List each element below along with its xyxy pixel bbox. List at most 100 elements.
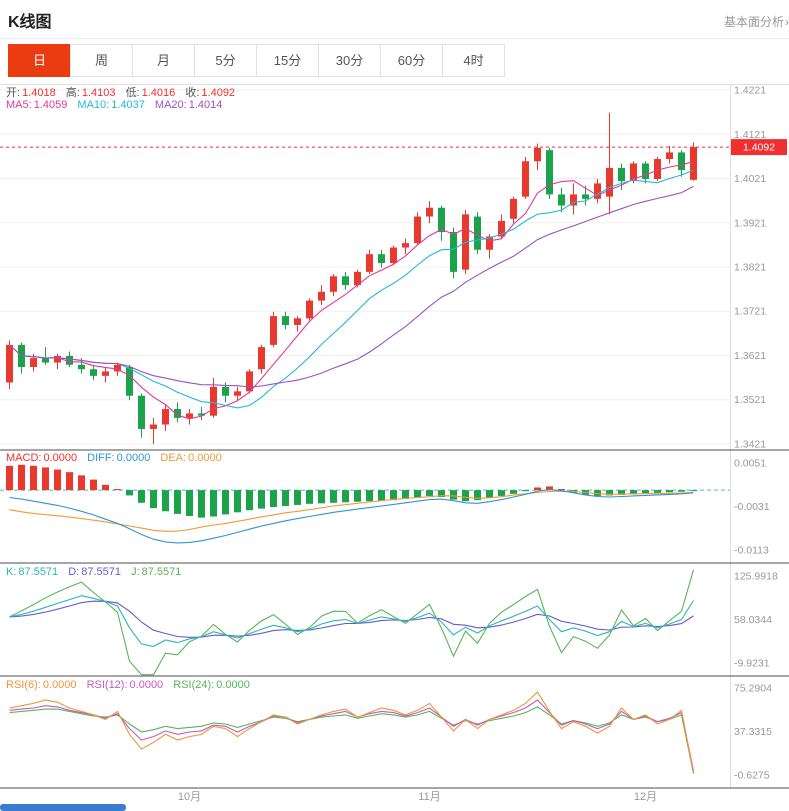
- macd-histogram: [6, 464, 697, 518]
- fundamental-analysis-link[interactable]: 基本面分析›: [724, 13, 789, 30]
- candle-body: [54, 355, 61, 363]
- kline-header: K线图 基本面分析›: [0, 0, 789, 39]
- macd-bar: [246, 490, 253, 511]
- d-line: [9, 600, 694, 638]
- x-axis-month-label: 11月: [418, 791, 440, 803]
- candle-body: [630, 163, 637, 182]
- kline-chart[interactable]: 1.4221 1.4121 1.4021 1.3921 1.3821 1.3721 1.36…: [0, 84, 789, 811]
- tab-30分[interactable]: 30分: [318, 44, 381, 77]
- diff-value: 0.0000: [116, 452, 151, 464]
- low-value: 1.4016: [141, 87, 176, 99]
- candle-body: [234, 391, 241, 396]
- x-axis-month-label: 10月: [178, 791, 201, 803]
- j-line: [9, 569, 695, 676]
- macd-label: MACD:: [6, 452, 42, 464]
- macd-bar: [198, 490, 205, 518]
- tab-15分[interactable]: 15分: [256, 44, 319, 77]
- candle-body: [486, 236, 493, 250]
- current-price-tag: [731, 139, 787, 156]
- dea-value: 0.0000: [188, 452, 222, 464]
- j-label: J:: [131, 566, 140, 578]
- macd-bar: [6, 465, 13, 491]
- dea-label: DEA:: [160, 452, 187, 464]
- kdj-axis-label: 125.9918: [734, 570, 778, 582]
- rsi6-value: 0.0000: [42, 679, 77, 691]
- candle-body: [438, 207, 445, 233]
- candle-body: [666, 152, 673, 160]
- k-value: 87.5571: [18, 566, 59, 578]
- candle-body: [318, 291, 325, 301]
- price-axis-label: 1.3621: [734, 350, 766, 362]
- ma10-label: MA10:: [77, 99, 110, 111]
- macd-bar: [534, 487, 541, 491]
- macd-bar: [546, 486, 553, 491]
- macd-bar: [102, 484, 109, 491]
- candle-body: [78, 364, 85, 370]
- candle-body: [306, 300, 313, 319]
- ma10-line: [9, 169, 694, 409]
- open-value: 1.4018: [22, 87, 56, 99]
- ma5-line: [9, 160, 694, 420]
- candle-body: [102, 371, 109, 376]
- candle-body: [366, 254, 373, 272]
- candle-body: [246, 371, 253, 392]
- horizontal-scrollbar[interactable]: [0, 804, 126, 811]
- page-title: K线图: [8, 14, 52, 31]
- candle-body: [582, 194, 589, 199]
- main-grid: 1.4221 1.4121 1.4021 1.3921 1.3821 1.3721 1.36…: [0, 85, 766, 450]
- candle-body: [450, 232, 457, 272]
- ma5-value: 1.4059: [33, 99, 68, 111]
- candle-body: [606, 167, 613, 197]
- candle-body: [522, 161, 529, 197]
- d-label: D:: [68, 566, 80, 578]
- macd-bar: [474, 490, 481, 501]
- macd-bar: [366, 490, 373, 502]
- candle-body: [354, 271, 361, 286]
- candle-body: [390, 247, 397, 264]
- tab-5分[interactable]: 5分: [194, 44, 257, 77]
- candle-body: [138, 395, 145, 429]
- candle-body: [378, 254, 385, 264]
- macd-bar: [690, 490, 697, 492]
- macd-bar: [414, 490, 421, 498]
- candle-body: [330, 276, 337, 292]
- rsi12-label: RSI(12):: [86, 679, 128, 691]
- macd-bar: [90, 479, 97, 491]
- macd-bar: [18, 464, 25, 491]
- tab-60分[interactable]: 60分: [380, 44, 443, 77]
- macd-bar: [282, 490, 289, 506]
- d-value: 87.5571: [81, 566, 121, 578]
- price-axis-label: 1.4021: [734, 173, 766, 185]
- ma-info: MA5: 1.4059 MA10: 1.4037 MA20: 1.4014: [6, 99, 229, 111]
- candle-body: [42, 358, 49, 363]
- macd-bar: [438, 490, 445, 497]
- macd-bar: [642, 490, 649, 494]
- tab-4时[interactable]: 4时: [442, 44, 505, 77]
- macd-axis-label: -0.0113: [734, 544, 769, 556]
- tab-周[interactable]: 周: [70, 44, 133, 77]
- candle-body: [210, 386, 217, 416]
- candle-body: [678, 152, 685, 171]
- macd-bar: [66, 472, 73, 491]
- macd-bar: [150, 490, 157, 509]
- candle-body: [570, 194, 577, 206]
- macd-bar: [390, 490, 397, 501]
- diff-label: DIFF:: [87, 452, 115, 464]
- tab-月[interactable]: 月: [132, 44, 195, 77]
- macd-bar: [342, 490, 349, 503]
- macd-bar: [186, 490, 193, 517]
- candle-body: [258, 347, 265, 370]
- tab-日[interactable]: 日: [8, 44, 71, 77]
- macd-value: 0.0000: [43, 452, 78, 464]
- candle-body: [222, 386, 229, 396]
- candle-body: [294, 318, 301, 325]
- macd-bar: [138, 490, 145, 503]
- price-axis-label: 1.3921: [734, 217, 766, 229]
- macd-bar: [294, 490, 301, 505]
- rsi24-line: [9, 706, 695, 774]
- macd-bar: [330, 490, 337, 503]
- candle-body: [642, 163, 649, 179]
- ma20-label: MA20:: [154, 99, 187, 111]
- macd-bar: [174, 490, 181, 514]
- candle-body: [90, 369, 97, 376]
